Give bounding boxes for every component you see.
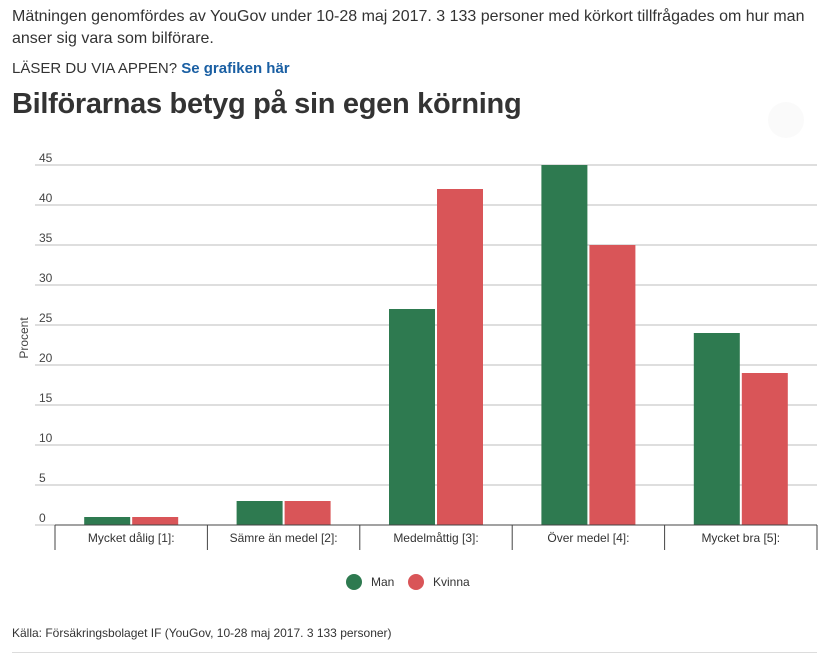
x-tick-label: Medelmåttig [3]: — [393, 531, 478, 545]
app-line: LÄSER DU VIA APPEN? Se grafiken här — [12, 60, 290, 77]
bar-man[interactable] — [693, 333, 740, 525]
bar-kvinna[interactable] — [741, 373, 788, 525]
bar-kvinna[interactable] — [589, 245, 636, 525]
legend: Man Kvinna — [346, 574, 470, 590]
see-chart-link[interactable]: Se grafiken här — [181, 60, 290, 77]
bars — [84, 165, 788, 525]
y-axis-ticks: 0 5 10 15 20 25 30 35 40 45 — [39, 151, 53, 525]
x-tick-label: Över medel [4]: — [547, 531, 629, 545]
bar-man[interactable] — [541, 165, 588, 525]
y-tick-label: 5 — [39, 471, 46, 485]
chart-title: Bilförarnas betyg på sin egen körning — [12, 88, 522, 120]
y-tick-label: 30 — [39, 271, 53, 285]
source-note: Källa: Försäkringsbolaget IF (YouGov, 10… — [12, 626, 392, 640]
y-tick-label: 40 — [39, 191, 53, 205]
y-tick-label: 25 — [39, 311, 53, 325]
y-tick-label: 10 — [39, 431, 53, 445]
y-tick-label: 35 — [39, 231, 53, 245]
bar-chart: 0 5 10 15 20 25 30 35 40 45 Procent Mycket dålig … — [17, 151, 818, 590]
bar-kvinna[interactable] — [132, 517, 179, 525]
bar-man[interactable] — [84, 517, 131, 525]
bar-man[interactable] — [236, 501, 283, 525]
y-axis-label: Procent — [17, 317, 31, 359]
chart-menu-button[interactable] — [768, 102, 804, 138]
legend-marker-man[interactable] — [346, 574, 362, 590]
app-prompt: LÄSER DU VIA APPEN? — [12, 60, 178, 77]
x-tick-label: Mycket bra [5]: — [701, 531, 780, 545]
y-tick-label: 15 — [39, 391, 53, 405]
y-tick-label: 0 — [39, 511, 46, 525]
intro-text: Mätningen genomfördes av YouGov under 10… — [12, 8, 805, 47]
x-axis: Mycket dålig [1]: Sämre än medel [2]: Mede… — [54, 524, 818, 550]
legend-label-man[interactable]: Man — [371, 575, 394, 589]
x-tick-label: Sämre än medel [2]: — [230, 531, 338, 545]
x-tick-label: Mycket dålig [1]: — [88, 531, 175, 545]
bar-kvinna[interactable] — [284, 501, 331, 525]
y-tick-label: 45 — [39, 151, 53, 165]
bar-man[interactable] — [389, 309, 435, 525]
y-tick-label: 20 — [39, 351, 53, 365]
bar-kvinna[interactable] — [437, 189, 483, 525]
legend-label-kvinna[interactable]: Kvinna — [433, 575, 470, 589]
divider — [12, 652, 817, 653]
legend-marker-kvinna[interactable] — [408, 574, 424, 590]
